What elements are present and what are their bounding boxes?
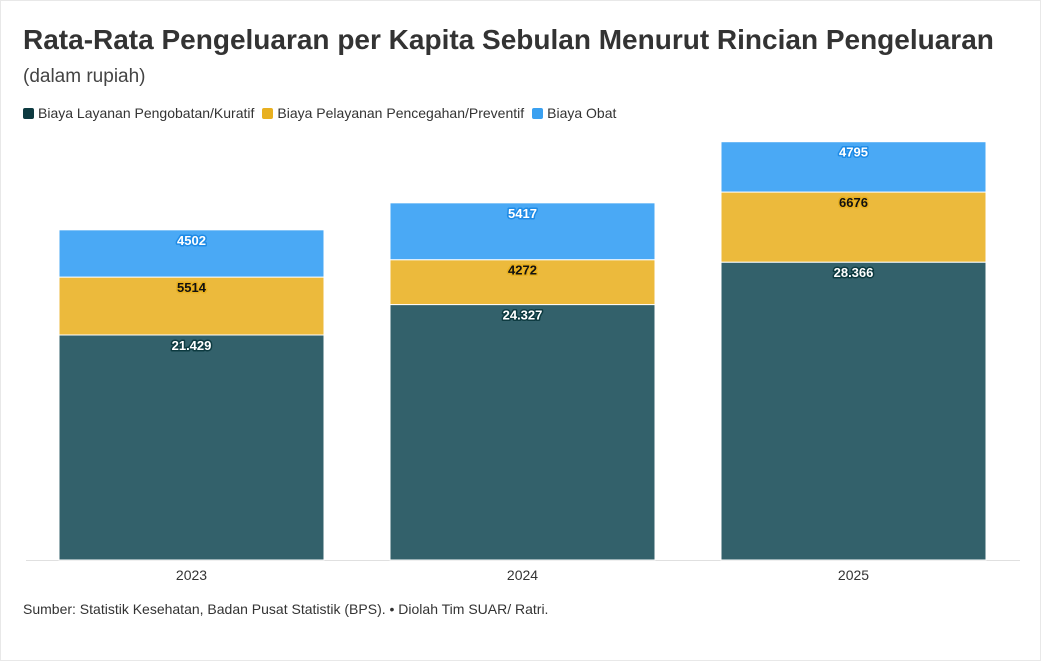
source-note: Sumber: Statistik Kesehatan, Badan Pusat… xyxy=(23,601,549,617)
bar-segment xyxy=(720,141,987,193)
bar-segment xyxy=(58,276,325,336)
legend: Biaya Layanan Pengobatan/Kuratif Biaya Pe… xyxy=(23,104,616,122)
x-tick-label: 2025 xyxy=(838,567,869,583)
bar-segment xyxy=(720,261,987,561)
bar-segment xyxy=(389,304,656,561)
data-label: 5417 xyxy=(508,206,537,221)
bar-segment xyxy=(389,202,656,261)
legend-swatch xyxy=(262,107,274,119)
bar-segment xyxy=(58,334,325,561)
chart-subtitle: (dalam rupiah) xyxy=(23,66,146,87)
legend-item[interactable]: Biaya Layanan Pengobatan/Kuratif xyxy=(23,104,254,122)
legend-label: Biaya Layanan Pengobatan/Kuratif xyxy=(38,105,255,121)
chart-title: Rata-Rata Pengeluaran per Kapita Sebulan… xyxy=(23,24,994,55)
x-tick-label: 2023 xyxy=(176,567,207,583)
data-label: 5514 xyxy=(177,280,207,295)
legend-swatch xyxy=(23,107,34,119)
legend-item[interactable]: Biaya Obat xyxy=(532,104,616,122)
data-label: 21.429 xyxy=(172,338,212,353)
data-label: 4795 xyxy=(839,145,868,160)
data-label: 4502 xyxy=(177,233,206,248)
x-tick-label: 2024 xyxy=(507,567,538,583)
data-label: 4272 xyxy=(508,263,537,278)
bar-segment xyxy=(389,259,656,306)
legend-label: Biaya Obat xyxy=(547,105,617,121)
data-label: 28.366 xyxy=(834,265,874,280)
data-label: 24.327 xyxy=(503,308,543,323)
legend-label: Biaya Pelayanan Pencegahan/Preventif xyxy=(277,105,525,121)
data-label: 6676 xyxy=(839,195,868,210)
bar-segment xyxy=(58,229,325,278)
legend-item[interactable]: Biaya Pelayanan Pencegahan/Preventif xyxy=(262,104,524,122)
legend-swatch xyxy=(532,107,544,119)
bar-segment xyxy=(720,191,987,263)
